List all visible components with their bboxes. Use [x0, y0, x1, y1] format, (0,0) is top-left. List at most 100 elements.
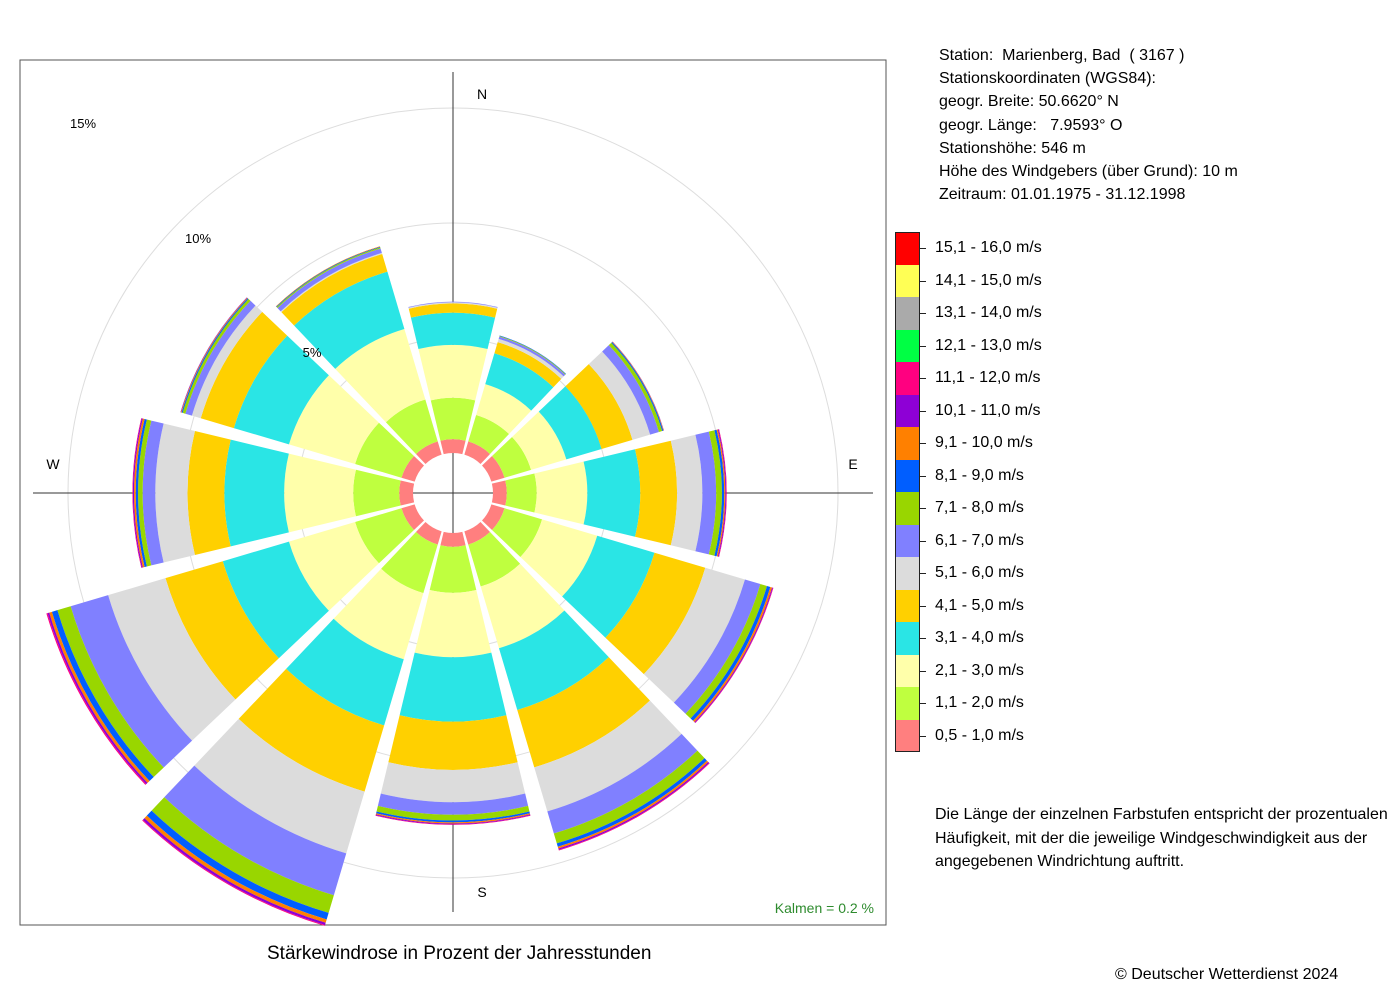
wedge-330°-class-1 — [415, 441, 442, 464]
wedge-60°-class-2 — [492, 436, 532, 478]
wedge-E-class-11 — [717, 429, 727, 557]
legend-tick — [920, 638, 926, 639]
wedge-300°-class-1 — [401, 455, 424, 482]
wedge-W-class-12 — [132, 418, 142, 568]
wedge-210°-class-9 — [146, 810, 329, 920]
wedge-330°-class-2 — [385, 399, 438, 454]
wedge-30°-class-2 — [468, 414, 510, 454]
wedge-W-class-9 — [135, 418, 147, 568]
legend-tick — [920, 313, 926, 314]
longitude: geogr. Länge: 7.9593° O — [939, 116, 1123, 134]
wedge-300°-class-5 — [200, 311, 288, 429]
wedge-120°-class-3 — [520, 519, 598, 597]
compass-W: W — [46, 456, 60, 472]
wedge-S-class-9 — [376, 811, 530, 823]
wedge-330°-class-7 — [277, 248, 382, 312]
legend-swatch — [895, 687, 920, 720]
legend-swatch — [895, 557, 920, 590]
wedge-W-class-4 — [224, 439, 289, 547]
wedge-210°-class-6 — [194, 718, 365, 854]
legend-tick — [920, 573, 926, 574]
wedge-300°-class-4 — [233, 335, 329, 445]
wedge-240°-class-4 — [222, 541, 329, 659]
wedge-S-class-10 — [375, 813, 531, 824]
wedge-N-class-7 — [408, 301, 498, 308]
wedge-30°-class-1 — [464, 441, 491, 464]
legend-item: 4,1 - 5,0 m/s — [895, 589, 1315, 623]
wedge-30°-class-6 — [497, 338, 564, 379]
legend-label: 12,1 - 13,0 m/s — [935, 336, 1042, 354]
legend-label: 14,1 - 15,0 m/s — [935, 271, 1042, 289]
wedge-300°-class-7 — [185, 300, 256, 416]
wedge-240°-class-8 — [57, 606, 164, 778]
legend-label: 11,1 - 12,0 m/s — [935, 369, 1041, 386]
wedge-60°-class-6 — [588, 351, 651, 440]
legend-tick — [920, 280, 926, 282]
wedge-60°-class-4 — [538, 386, 602, 460]
wedge-30°-class-3 — [476, 384, 532, 434]
legend-tick — [920, 605, 926, 607]
legend-item: 15,1 - 16,0 m/s — [895, 232, 1315, 265]
coords-header: Stationskoordinaten (WGS84): — [939, 70, 1156, 88]
legend-label: 3,1 - 4,0 m/s — [935, 629, 1024, 646]
legend-item: 6,1 - 7,0 m/s — [895, 524, 1315, 558]
legend-label: 9,1 - 10,0 m/s — [935, 434, 1033, 451]
legend-item: 1,1 - 2,0 m/s — [895, 687, 1315, 720]
wedge-N-class-1 — [440, 439, 466, 455]
wedge-150°-class-7 — [547, 733, 698, 834]
wedge-S-class-12 — [375, 815, 531, 825]
wedge-210°-class-7 — [164, 765, 347, 896]
wedge-60°-class-7 — [602, 345, 659, 435]
legend-item: 12,1 - 13,0 m/s — [895, 329, 1315, 363]
wedge-E-class-2 — [505, 473, 537, 513]
wedge-210°-class-3 — [333, 568, 424, 660]
wedge-240°-class-1 — [401, 504, 424, 531]
wedge-120°-class-8 — [685, 584, 768, 719]
legend-swatch — [895, 524, 920, 558]
legend-tick — [920, 410, 926, 412]
wedge-E-class-3 — [534, 461, 588, 525]
wedge-E-class-6 — [670, 434, 703, 552]
wind-rose-chart: N E S W 5% 10% 15% Kalmen = 0.2 % — [19, 59, 887, 926]
wedge-30°-class-7 — [498, 336, 566, 377]
wedge-300°-class-3 — [288, 375, 379, 464]
legend-item: 10,1 - 11,0 m/s — [895, 394, 1315, 428]
wedge-N-class-4 — [410, 312, 496, 349]
legend-label: 1,1 - 2,0 m/s — [935, 694, 1024, 711]
copyright: © Deutscher Wetterdienst 2024 — [1115, 966, 1339, 983]
legend-swatch — [895, 459, 920, 493]
calm-label: Kalmen = 0.2 % — [775, 900, 874, 916]
wedge-S-class-7 — [377, 793, 529, 815]
legend-item: 11,1 - 12,0 m/s — [895, 362, 1315, 395]
station-info: Station: Marienberg, Bad ( 3167 ) Statio… — [939, 44, 1238, 206]
wedge-120°-class-2 — [492, 508, 543, 557]
legend-swatch — [895, 362, 920, 395]
wedge-150°-class-6 — [534, 700, 682, 812]
wedge-210°-class-2 — [381, 532, 438, 594]
wedge-W-class-7 — [142, 420, 164, 566]
wedge-E-class-7 — [695, 431, 717, 555]
legend-label: 7,1 - 8,0 m/s — [935, 499, 1024, 516]
wedge-30°-class-5 — [494, 342, 562, 388]
wedge-240°-class-6 — [108, 578, 236, 741]
legend-tick — [920, 735, 926, 737]
wedge-E-class-12 — [718, 429, 727, 557]
legend-label: 10,1 - 11,0 m/s — [935, 401, 1041, 419]
wedge-30°-class-4 — [485, 353, 554, 411]
wedge-E-class-9 — [714, 429, 725, 557]
wedge-240°-class-3 — [288, 522, 379, 611]
legend-tick — [920, 670, 926, 672]
wedge-240°-class-5 — [165, 561, 279, 700]
wedge-120°-class-1 — [482, 504, 505, 531]
wedge-120°-class-7 — [673, 579, 761, 714]
legend-item: 7,1 - 8,0 m/s — [895, 492, 1315, 525]
compass-E: E — [848, 456, 857, 472]
legend-tick — [920, 508, 926, 509]
wedge-210°-class-4 — [286, 618, 404, 726]
legend-label: 13,1 - 14,0 m/s — [935, 304, 1042, 321]
wedge-N-class-2 — [430, 397, 476, 441]
legend-tick — [920, 345, 926, 347]
wedge-150°-class-5 — [517, 657, 650, 768]
legend-item: 8,1 - 9,0 m/s — [895, 459, 1315, 493]
legend-tick — [920, 540, 926, 542]
